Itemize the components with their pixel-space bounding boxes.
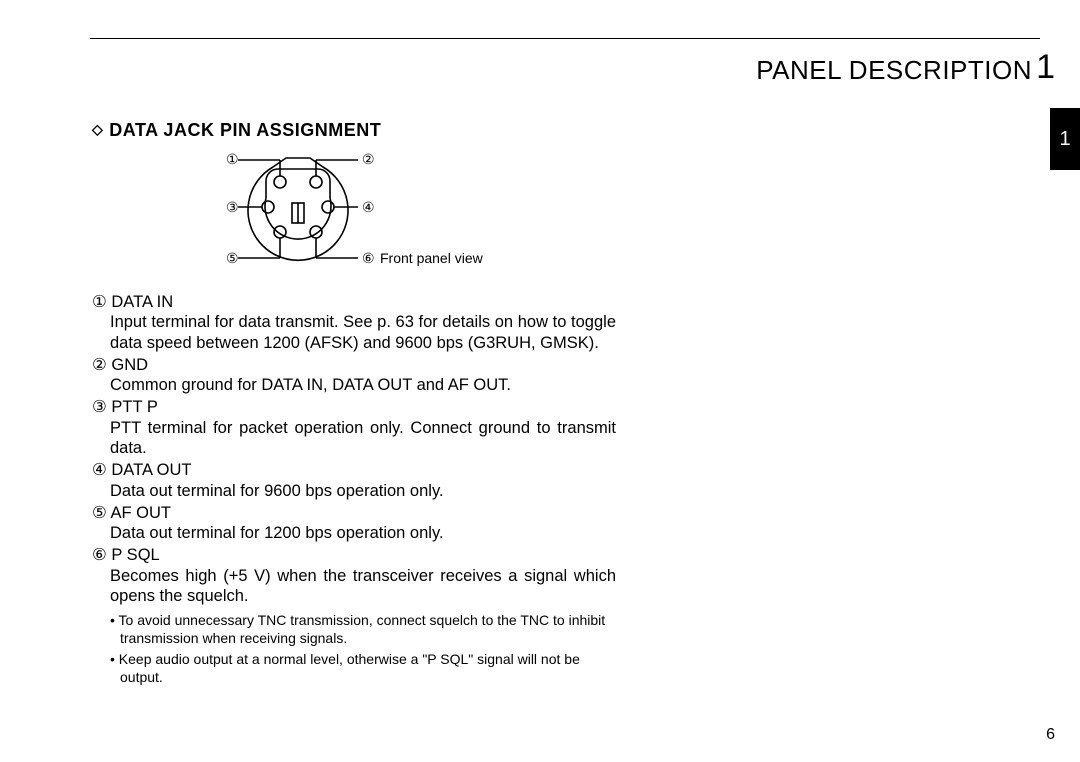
- body-text: ① DATA IN Input terminal for data transm…: [92, 292, 616, 690]
- pin-callout-4-icon: ④: [362, 199, 375, 215]
- diamond-icon: ◇: [92, 121, 103, 137]
- pin-2-num-icon: ②: [92, 356, 107, 374]
- pin-1: ① DATA IN Input terminal for data transm…: [92, 292, 616, 353]
- pin-3-desc: PTT terminal for packet operation only. …: [92, 418, 616, 459]
- pin-callout-3-icon: ③: [226, 199, 239, 215]
- pin-3-name: PTT P: [111, 398, 157, 416]
- pin-5-desc: Data out terminal for 1200 bps operation…: [92, 523, 616, 543]
- diagram-caption: Front panel view: [380, 250, 483, 266]
- pin-2-desc: Common ground for DATA IN, DATA OUT and …: [92, 375, 616, 395]
- manual-page: PANEL DESCRIPTION 1 1 ◇ DATA JACK PIN ASS…: [0, 0, 1080, 762]
- pin-6: ⑥ P SQL Becomes high (+5 V) when the tra…: [92, 545, 616, 606]
- pin-callout-5-icon: ⑤: [226, 250, 239, 266]
- note-2: • Keep audio output at a normal level, o…: [92, 651, 616, 687]
- pin-6-name: P SQL: [111, 546, 159, 564]
- pin-1-num-icon: ①: [92, 293, 107, 311]
- note-1: • To avoid unnecessary TNC transmission,…: [92, 612, 616, 648]
- pin-callout-2-icon: ②: [362, 151, 375, 167]
- pin-callout-6-icon: ⑥: [362, 250, 375, 266]
- section-title-text: DATA JACK PIN ASSIGNMENT: [109, 120, 381, 140]
- pin-4-num-icon: ④: [92, 461, 107, 479]
- chapter-number: 1: [1036, 48, 1055, 87]
- section-heading: ◇ DATA JACK PIN ASSIGNMENT: [92, 120, 381, 141]
- page-number: 6: [1046, 726, 1055, 744]
- note-2-text: Keep audio output at a normal level, oth…: [119, 651, 580, 685]
- pin-5-num-icon: ⑤: [92, 504, 107, 522]
- notes-block: • To avoid unnecessary TNC transmission,…: [92, 612, 616, 687]
- pin-callout-1-icon: ①: [226, 151, 239, 167]
- pin-6-desc: Becomes high (+5 V) when the transceiver…: [92, 566, 616, 607]
- pin-3: ③ PTT P PTT terminal for packet operatio…: [92, 397, 616, 458]
- pin-5: ⑤ AF OUT Data out terminal for 1200 bps …: [92, 503, 616, 544]
- side-tab-number: 1: [1059, 128, 1070, 151]
- top-rule: [90, 38, 1040, 39]
- pin-5-name: AF OUT: [110, 504, 171, 522]
- pin-4-name: DATA OUT: [111, 461, 191, 479]
- pin-4: ④ DATA OUT Data out terminal for 9600 bp…: [92, 460, 616, 501]
- pin-1-desc: Input terminal for data transmit. See p.…: [92, 312, 616, 353]
- pin-2: ② GND Common ground for DATA IN, DATA OU…: [92, 355, 616, 396]
- pin-2-name: GND: [111, 356, 148, 374]
- note-1-text: To avoid unnecessary TNC transmission, c…: [119, 612, 606, 646]
- side-tab: 1: [1050, 108, 1080, 170]
- pin-3-num-icon: ③: [92, 398, 107, 416]
- pin-6-num-icon: ⑥: [92, 546, 107, 564]
- pin-4-desc: Data out terminal for 9600 bps operation…: [92, 481, 616, 501]
- pin-1-name: DATA IN: [111, 293, 173, 311]
- chapter-title: PANEL DESCRIPTION: [756, 55, 1032, 86]
